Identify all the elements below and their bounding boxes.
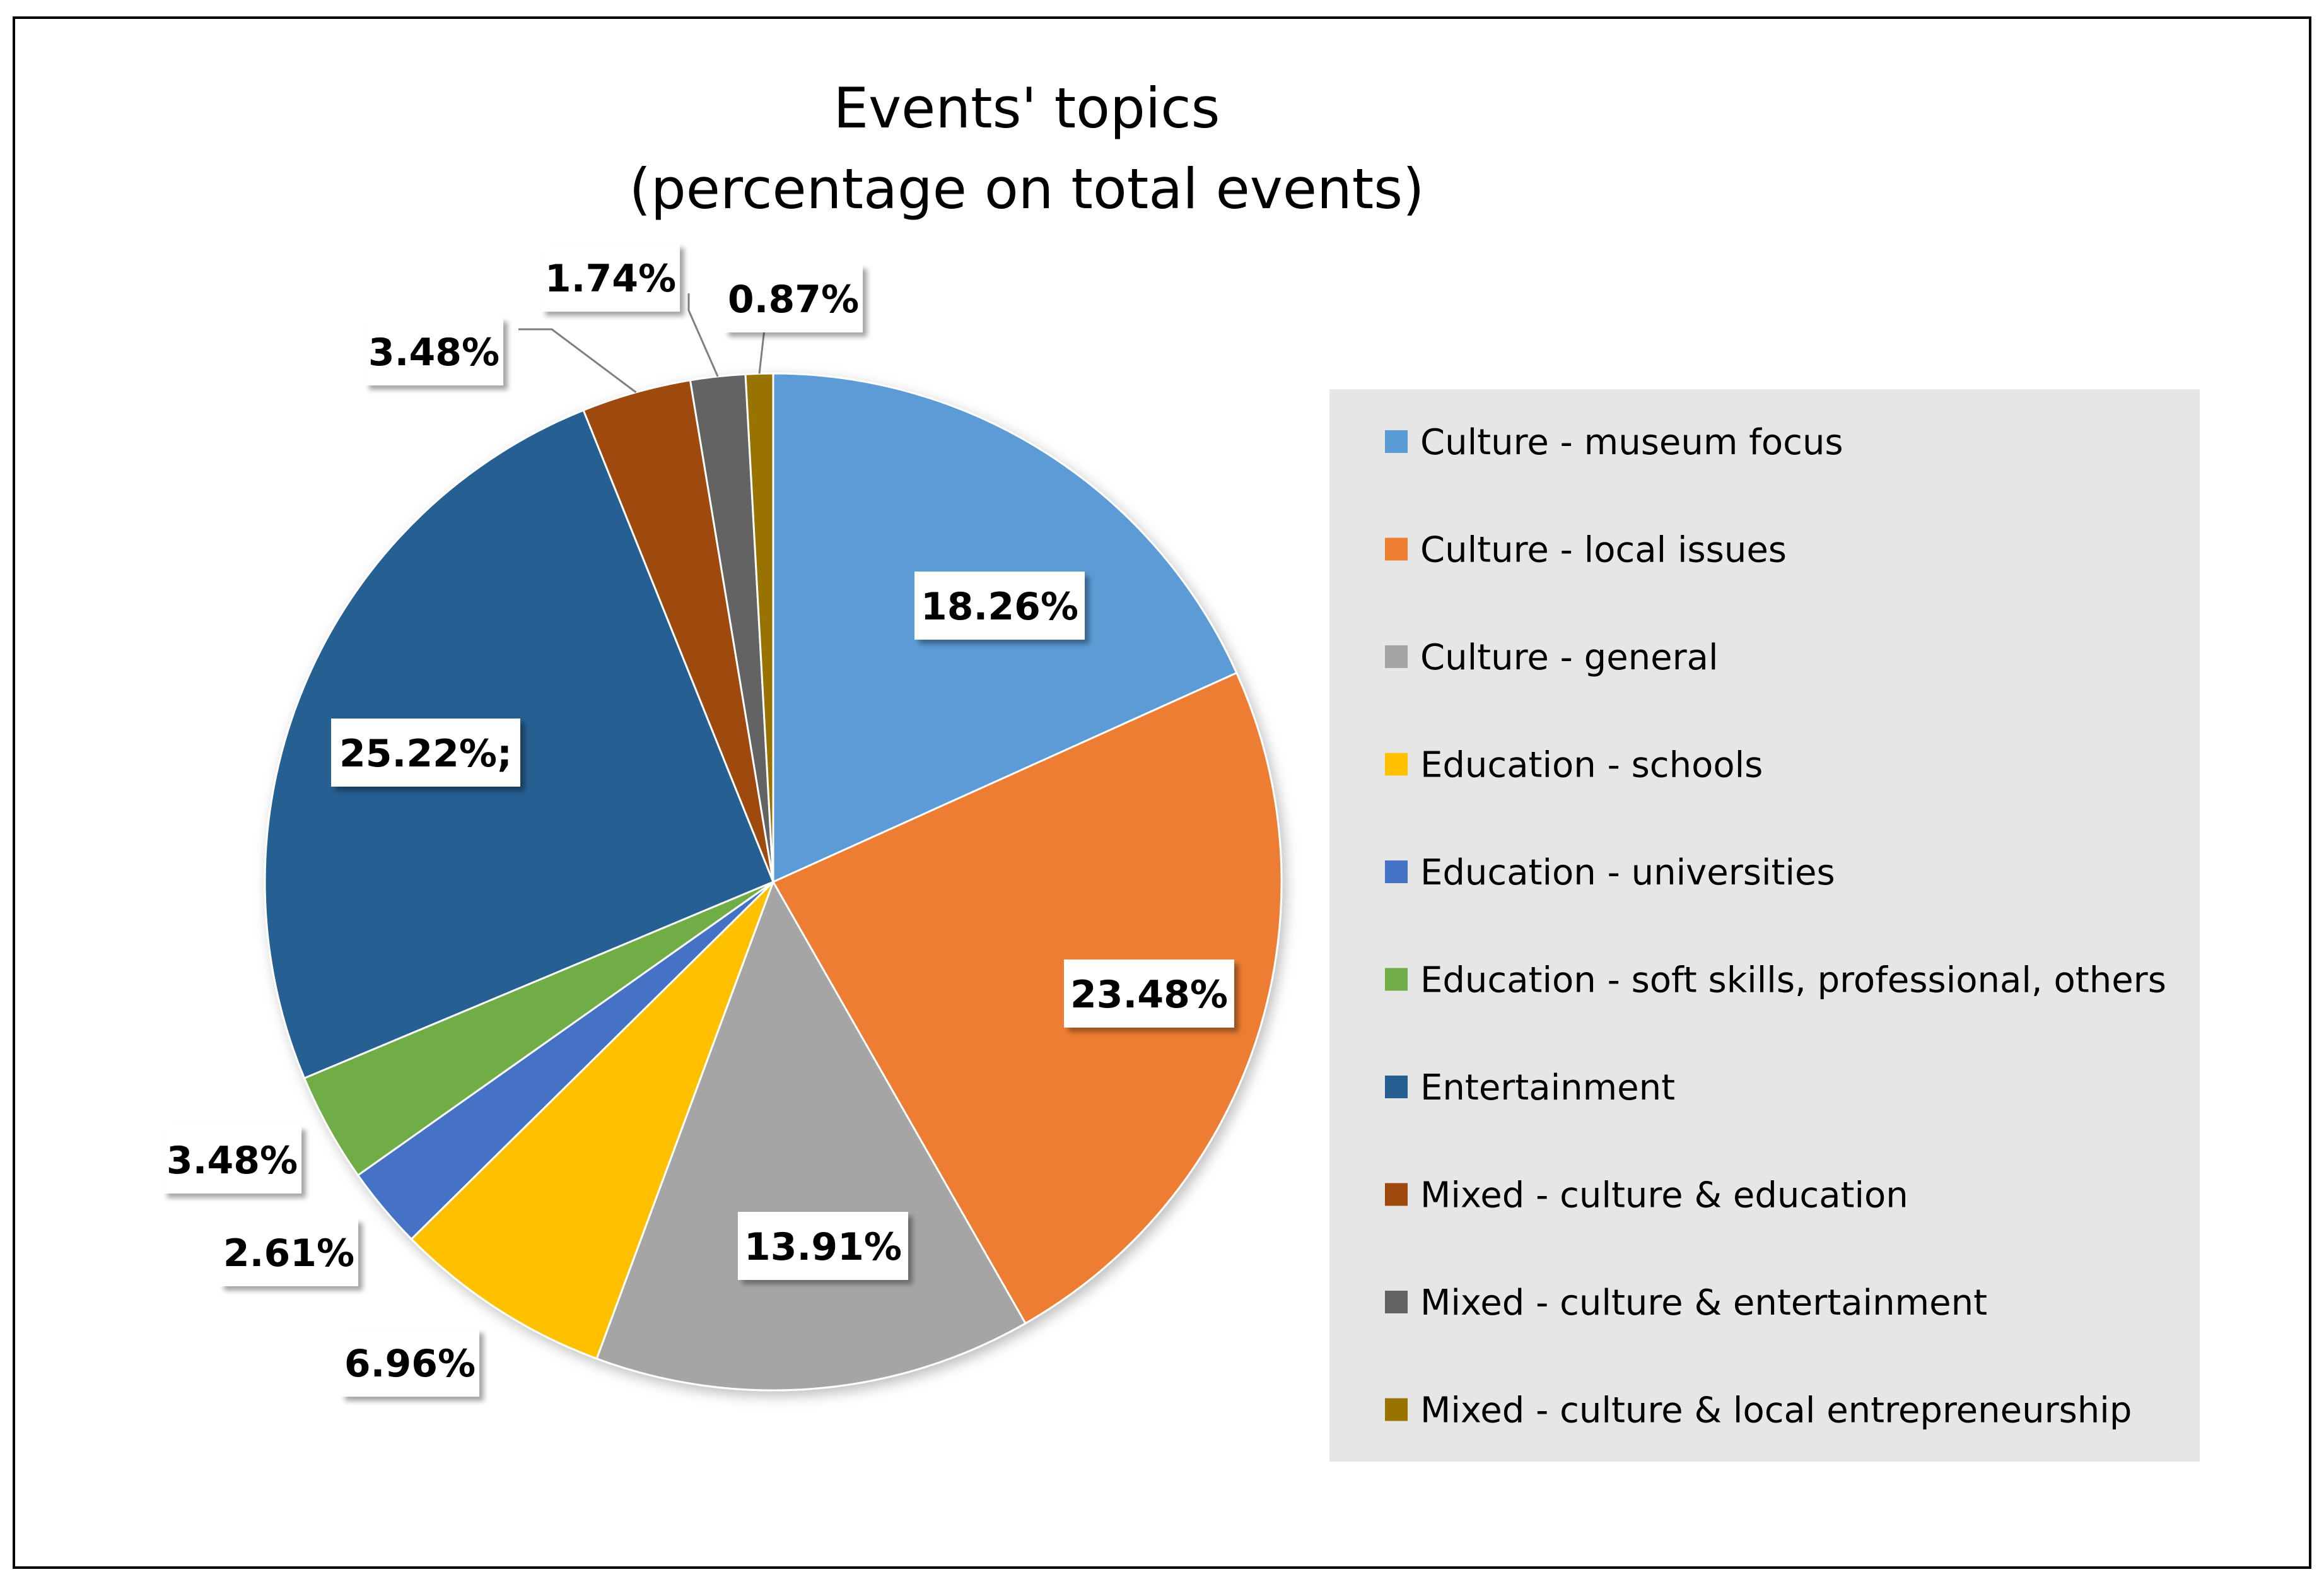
pie-slice-10 — [744, 372, 774, 883]
legend-swatch-8 — [1385, 1183, 1408, 1206]
data-label-2: 23.48% — [1070, 973, 1228, 1017]
data-label-box-4 — [341, 1329, 479, 1397]
data-label-6: 3.48% — [166, 1139, 298, 1183]
legend-swatch-10 — [1385, 1398, 1408, 1421]
data-label-box-3 — [738, 1212, 908, 1280]
data-label-box-10 — [724, 264, 863, 332]
leader-line-9 — [687, 293, 719, 377]
leader-line-8 — [518, 328, 637, 394]
legend-swatch-5 — [1385, 860, 1408, 883]
data-label-3: 13.91% — [744, 1225, 902, 1269]
data-label-box-5 — [219, 1218, 358, 1286]
data-label-1: 18.26% — [921, 585, 1078, 629]
legend: Culture - museum focus Culture - local is… — [1385, 422, 2166, 1431]
legend-swatch-2 — [1385, 537, 1408, 561]
data-label-8: 3.48% — [368, 331, 499, 375]
data-label-4: 6.96% — [344, 1342, 476, 1386]
data-label-box-9 — [541, 243, 680, 312]
chart-title-line-1: Events' topics — [834, 76, 1220, 141]
chart-title-line-2: (percentage on total events) — [629, 156, 1425, 221]
data-label-box-8 — [365, 317, 503, 385]
legend-box — [1329, 389, 2200, 1462]
legend-swatch-9 — [1385, 1291, 1408, 1313]
legend-swatch-6 — [1385, 968, 1408, 991]
legend-label-8: Mixed - culture & education — [1420, 1175, 1908, 1216]
legend-label-1: Culture - museum focus — [1420, 422, 1843, 463]
legend-swatch-1 — [1385, 430, 1408, 453]
data-label-5: 2.61% — [223, 1231, 354, 1276]
pie-slice-2 — [771, 671, 1283, 1325]
leader-line-10 — [758, 329, 766, 374]
data-label-9: 1.74% — [545, 257, 676, 301]
leader-lines — [518, 293, 766, 394]
data-label-box-6 — [163, 1125, 301, 1194]
data-label-10: 0.87% — [728, 278, 859, 322]
data-label-box-2 — [1064, 959, 1234, 1028]
legend-label-4: Education - schools — [1420, 745, 1763, 786]
legend-swatch-7 — [1385, 1076, 1408, 1098]
legend-label-5: Education - universities — [1420, 852, 1835, 893]
legend-label-7: Entertainment — [1420, 1067, 1675, 1108]
pie-slice-4 — [410, 881, 774, 1360]
legend-label-10: Mixed - culture & local entrepreneurship — [1420, 1390, 2132, 1431]
data-label-box-7 — [331, 719, 520, 787]
data-label-7: 25.22%; — [339, 732, 512, 776]
legend-label-2: Culture - local issues — [1420, 530, 1787, 571]
data-labels: 18.26% 23.48% 13.91% 6.96% 2.61% 3.48% 25.22%;… — [163, 243, 1234, 1397]
data-label-box-1 — [914, 572, 1085, 640]
legend-swatch-4 — [1385, 753, 1408, 776]
legend-swatch-3 — [1385, 645, 1408, 668]
legend-label-3: Culture - general — [1420, 637, 1719, 678]
legend-label-6: Education - soft skills, professional, o… — [1420, 960, 2166, 1001]
legend-label-9: Mixed - culture & entertainment — [1420, 1282, 1987, 1323]
pie-slice-3 — [595, 879, 1027, 1392]
